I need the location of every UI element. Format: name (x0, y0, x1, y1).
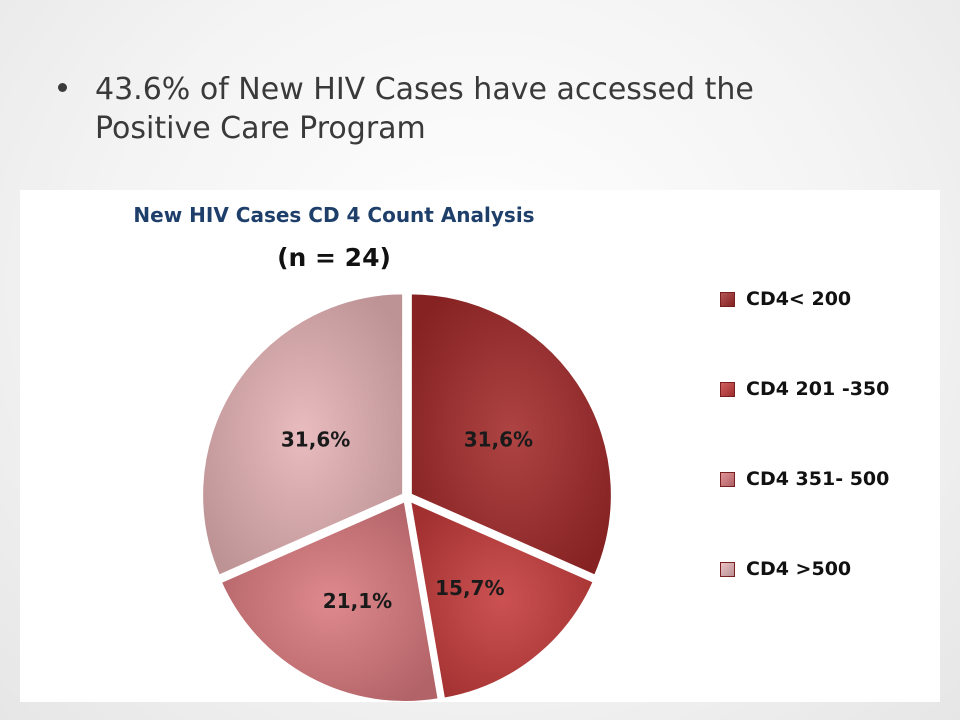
chart-title: New HIV Cases CD 4 Count Analysis (133, 203, 535, 227)
legend-label: CD4 201 -350 (746, 378, 890, 400)
legend-swatch (720, 292, 735, 307)
slice-label: 31,6% (281, 428, 350, 452)
slice-label: 15,7% (435, 576, 504, 600)
legend-label: CD4< 200 (746, 288, 852, 310)
pie-slice (407, 497, 597, 701)
legend-swatch (720, 472, 735, 487)
legend-swatch (720, 562, 735, 577)
pie-chart-panel: New HIV Cases CD 4 Count Analysis (n = 2… (20, 190, 940, 702)
pie-chart: 31,6% 15,7% 21,1% 31,6% (200, 291, 614, 702)
bullet-text: 43.6% of New HIV Cases have accessed the… (95, 72, 754, 146)
legend-label: CD4 351- 500 (746, 468, 890, 490)
pie-slice (218, 498, 441, 702)
chart-subtitle: (n = 24) (277, 243, 391, 272)
legend-swatch (720, 382, 735, 397)
pie-slice (200, 291, 406, 579)
pie-slice (408, 291, 614, 579)
bullet-dot-icon (58, 83, 67, 92)
slice-label: 21,1% (323, 589, 392, 613)
slice-label: 31,6% (464, 428, 533, 452)
legend-label: CD4 >500 (746, 558, 852, 580)
